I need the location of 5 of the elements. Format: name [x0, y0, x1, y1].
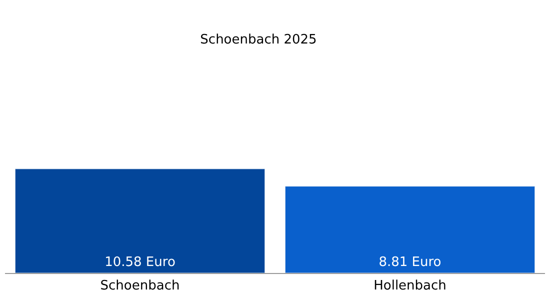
- data-label: 8.81 Euro: [378, 255, 442, 270]
- x-tick-label: Schoenbach: [100, 278, 180, 294]
- data-label: 10.58 Euro: [104, 255, 176, 270]
- chart-title: Schoenbach 2025: [200, 32, 317, 48]
- x-tick-label: Hollenbach: [374, 278, 446, 294]
